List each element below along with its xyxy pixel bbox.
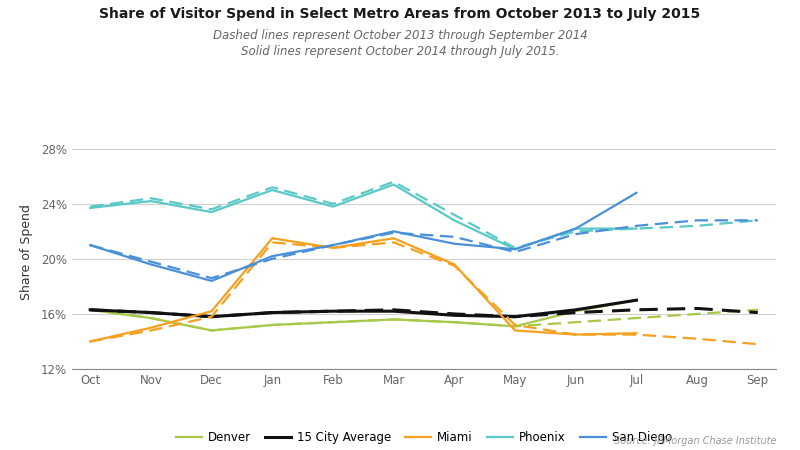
Text: Solid lines represent October 2014 through July 2015.: Solid lines represent October 2014 throu… [241,45,559,58]
Text: Share of Visitor Spend in Select Metro Areas from October 2013 to July 2015: Share of Visitor Spend in Select Metro A… [99,7,701,21]
Y-axis label: Share of Spend: Share of Spend [20,204,33,300]
Text: Dashed lines represent October 2013 through September 2014: Dashed lines represent October 2013 thro… [213,29,587,42]
Text: Source: JPMorgan Chase Institute: Source: JPMorgan Chase Institute [614,436,776,446]
Legend: Denver, 15 City Average, Miami, Phoenix, San Diego: Denver, 15 City Average, Miami, Phoenix,… [171,427,677,449]
